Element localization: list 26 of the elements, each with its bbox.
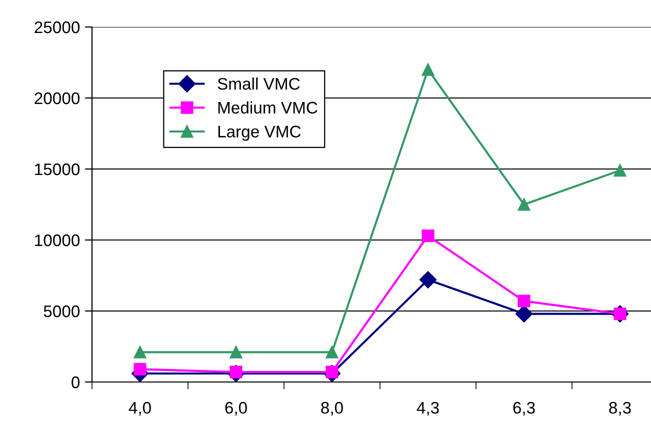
y-tick-label: 5000 — [44, 305, 80, 318]
point — [518, 294, 530, 308]
point — [515, 305, 533, 322]
x-tick-label: 4,3 — [416, 402, 439, 416]
y-tick-label: 10000 — [35, 234, 80, 246]
point — [419, 271, 437, 288]
legend-label: Large VMC — [218, 126, 301, 141]
y-tick-label: 25000 — [34, 21, 80, 34]
x-tick-label: 6,0 — [225, 402, 247, 416]
x-tick-label: 4,0 — [128, 402, 151, 416]
point — [422, 229, 434, 242]
point — [326, 346, 338, 358]
point — [614, 164, 626, 177]
point — [134, 346, 146, 358]
x-tick-label: 8,3 — [609, 402, 631, 416]
point — [422, 63, 434, 76]
legend-label: Medium VMC — [218, 101, 318, 114]
y-tick-label: 15000 — [35, 163, 80, 176]
legend-label: Small VMC — [218, 78, 300, 90]
y-tick-label: 20000 — [34, 92, 80, 104]
point — [134, 362, 146, 376]
point — [230, 346, 242, 358]
x-tick-label: 6,3 — [513, 402, 535, 416]
point — [518, 198, 530, 211]
y-tick-label: 0 — [72, 376, 80, 388]
x-tick-label: 8,0 — [321, 402, 343, 416]
